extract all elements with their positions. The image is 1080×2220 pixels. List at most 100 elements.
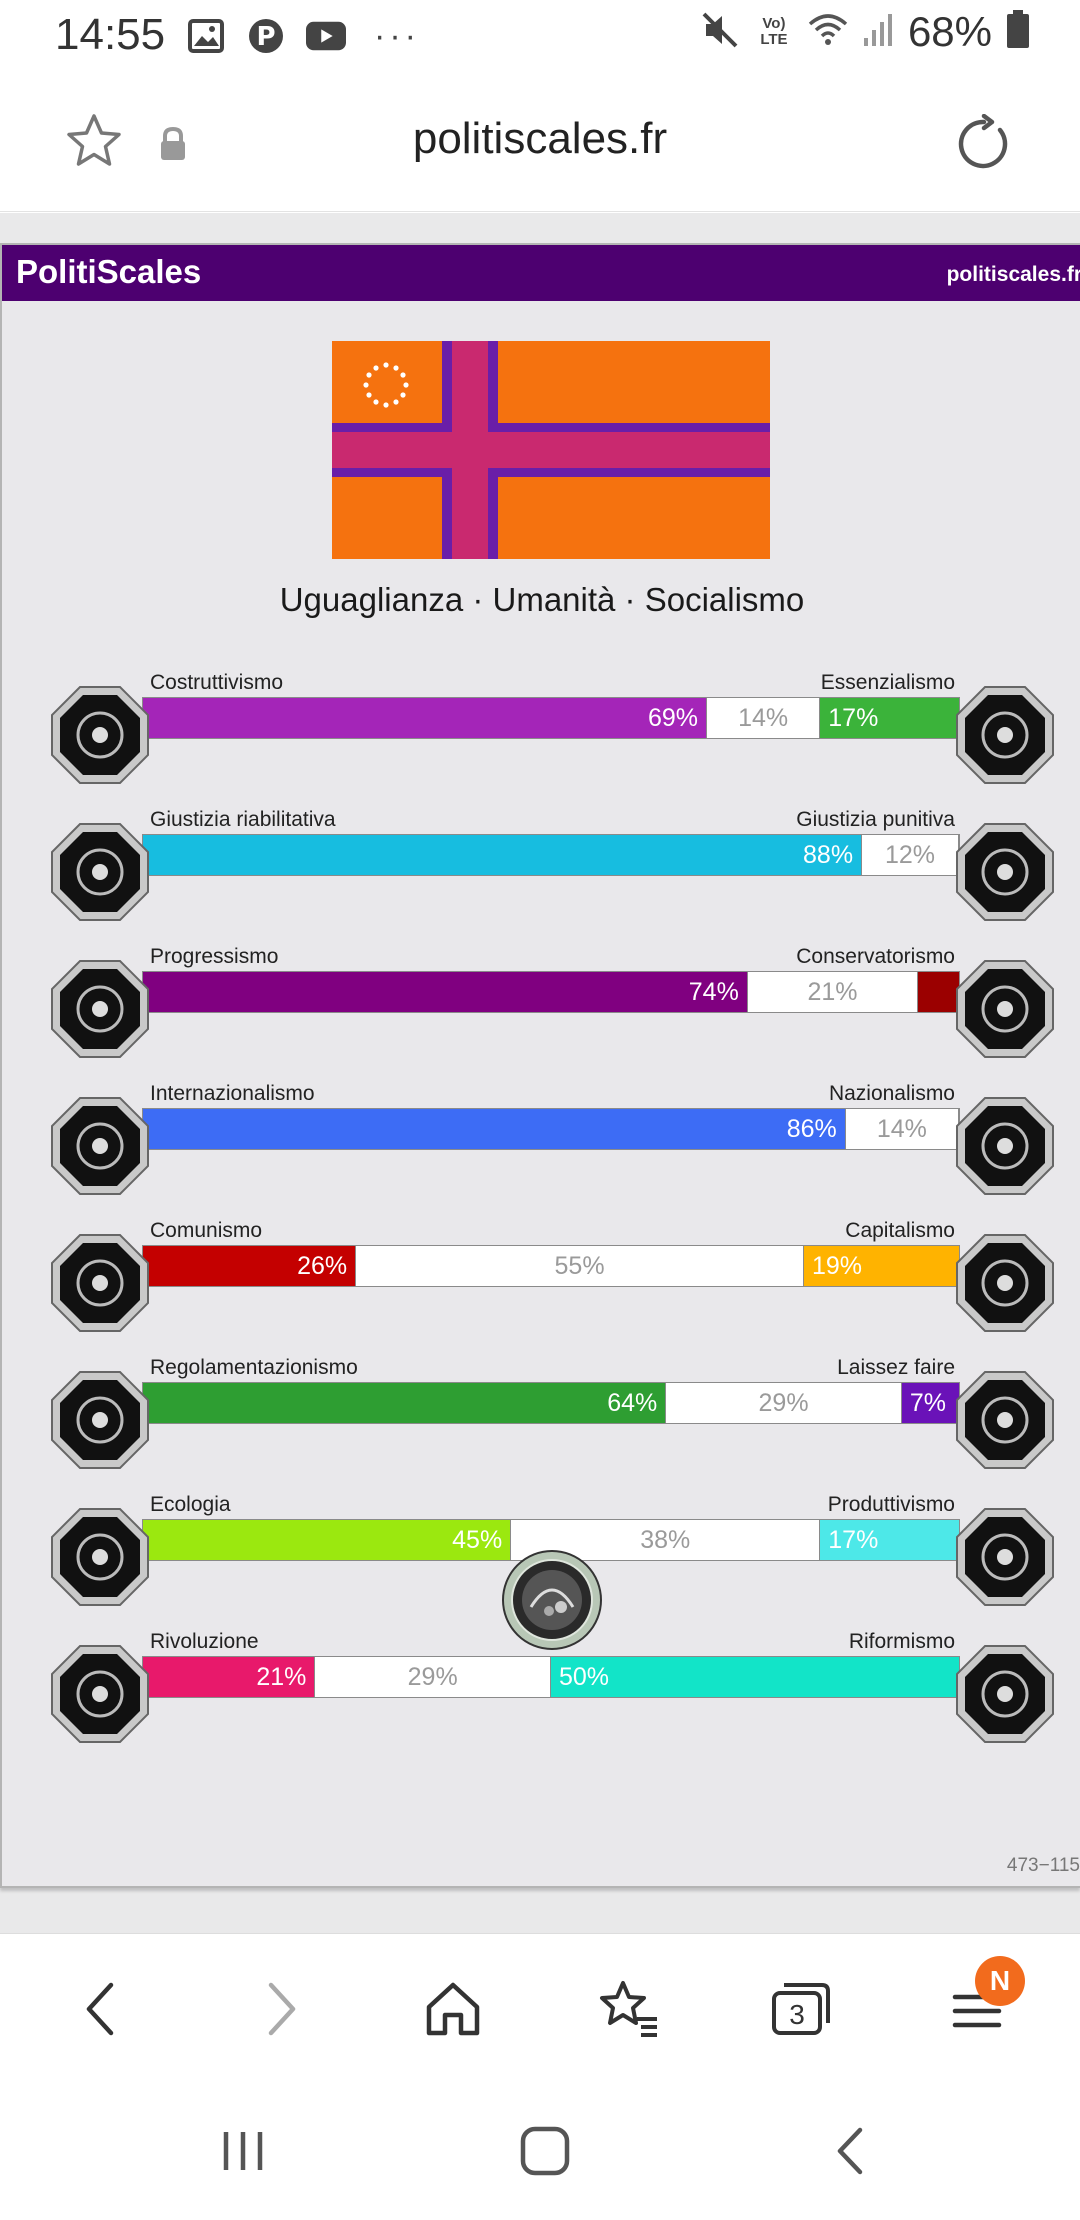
handshake-icon <box>50 822 150 922</box>
mute-icon <box>700 10 740 55</box>
axis-left-segment: 88% <box>143 835 862 875</box>
back-button[interactable] <box>66 1974 136 2044</box>
result-card: PolitiScales politiscales.fr Uguaglianza… <box>0 243 1080 1888</box>
more-notifications: ··· <box>374 16 420 55</box>
reload-icon[interactable] <box>954 113 1014 179</box>
axis-left-segment: 69% <box>143 698 707 738</box>
axis-right-segment: 50% <box>550 1657 959 1697</box>
axis-left-segment: 21% <box>143 1657 315 1697</box>
system-nav-bar <box>0 2080 1080 2220</box>
axis-neutral-segment: 29% <box>314 1657 551 1697</box>
svg-text:3: 3 <box>789 1999 805 2030</box>
axis-neutral-segment: 12% <box>861 835 959 875</box>
card-site: politiscales.fr <box>946 263 1080 286</box>
eye-icon <box>50 685 150 785</box>
browser-toolbar: 3 <box>0 1933 1080 2080</box>
rocket-hand-icon <box>50 959 150 1059</box>
axis-right-label: Produttivismo <box>827 1493 955 1516</box>
address-bar: politiscales.fr <box>0 72 1080 212</box>
hammer-sickle-icon <box>50 1233 150 1333</box>
ruler-icon <box>50 1370 150 1470</box>
slogan: Uguaglianza · Umanità · Socialismo <box>279 581 805 618</box>
card-title: PolitiScales <box>16 253 202 290</box>
axis-row: Costruttivismo Essenzialismo 69% 14% 17% <box>2 671 1080 791</box>
axis-right-label: Essenzialismo <box>820 671 955 694</box>
axis-right-segment <box>918 972 959 1012</box>
axis-row: Progressismo Conservatorismo 74% 21% <box>2 945 1080 1065</box>
axis-left-label: Progressismo <box>150 945 279 968</box>
volte-icon: Vo) LTE <box>760 15 788 48</box>
axis-left-segment: 45% <box>143 1520 511 1560</box>
axis-bar: 86% 14% <box>142 1108 960 1150</box>
money-bag-icon <box>955 1233 1055 1333</box>
pinterest-icon: P <box>246 16 286 56</box>
axis-neutral-segment: 14% <box>706 698 821 738</box>
axis-left-label: Costruttivismo <box>150 671 284 694</box>
flag-icon <box>955 1096 1055 1196</box>
butterfly-icon <box>955 1370 1055 1470</box>
svg-text:P: P <box>256 22 275 52</box>
axis-right-label: Nazionalismo <box>828 1082 955 1105</box>
bookmarks-button[interactable] <box>594 1974 664 2044</box>
axis-left-segment: 26% <box>143 1246 356 1286</box>
bookmark-star-icon[interactable] <box>64 112 124 175</box>
politiscales-seal-icon <box>501 1549 603 1651</box>
axis-left-segment: 86% <box>143 1109 845 1149</box>
generated-flag <box>332 341 770 559</box>
back-nav-button[interactable] <box>830 2124 870 2183</box>
axis-neutral-segment: 14% <box>844 1109 959 1149</box>
axis-right-segment: 17% <box>820 698 959 738</box>
axis-bar: 64% 29% 7% <box>142 1382 960 1424</box>
wifi-icon <box>808 12 848 53</box>
axis-row: Comunismo Capitalismo 26% 55% 19% <box>2 1219 1080 1339</box>
plant-icon <box>50 1507 150 1607</box>
globe-icon <box>50 1096 150 1196</box>
battery-icon <box>1006 9 1030 55</box>
axis-right-segment: 19% <box>803 1246 959 1286</box>
axis-right-label: Riformismo <box>848 1630 955 1653</box>
tabs-button[interactable]: 3 <box>766 1974 836 2044</box>
gallery-icon <box>186 16 226 56</box>
axis-left-label: Rivoluzione <box>150 1630 259 1653</box>
parliament-icon <box>955 1644 1055 1744</box>
clock: 14:55 <box>55 10 166 59</box>
axis-left-segment: 74% <box>143 972 747 1012</box>
signal-icon <box>862 12 894 53</box>
axis-right-label: Giustizia punitiva <box>796 808 955 831</box>
battery-percent: 68% <box>907 8 992 55</box>
factory-icon <box>955 1507 1055 1607</box>
home-nav-button[interactable] <box>518 2124 572 2183</box>
recents-button[interactable] <box>218 2126 268 2181</box>
axis-left-label: Ecologia <box>150 1493 231 1516</box>
axis-bar: 74% 21% <box>142 971 960 1013</box>
web-content: PolitiScales politiscales.fr Uguaglianza… <box>0 213 1080 1933</box>
axis-neutral-segment: 29% <box>665 1383 902 1423</box>
axis-neutral-segment: 55% <box>355 1246 804 1286</box>
flower-icon <box>955 685 1055 785</box>
axis-left-label: Regolamentazionismo <box>150 1356 358 1379</box>
url-field[interactable]: politiscales.fr <box>412 114 668 163</box>
axis-row: Regolamentazionismo Laissez faire 64% 29% 7% <box>2 1356 1080 1476</box>
status-bar: 14:55 P ··· Vo) LTE 68% <box>0 0 1080 72</box>
forward-button[interactable] <box>246 1974 316 2044</box>
quill-icon <box>955 959 1055 1059</box>
result-code: 473−115 <box>1006 1855 1080 1876</box>
axis-bar: 69% 14% 17% <box>142 697 960 739</box>
fist-icon <box>50 1644 150 1744</box>
lock-icon[interactable] <box>158 126 188 167</box>
home-button[interactable] <box>418 1974 488 2044</box>
axis-row: Rivoluzione Riformismo 21% 29% 50% <box>2 1630 1080 1750</box>
axis-right-label: Laissez faire <box>837 1356 955 1379</box>
axis-row: Internazionalismo Nazionalismo 86% 14% <box>2 1082 1080 1202</box>
axis-left-label: Internazionalismo <box>150 1082 315 1105</box>
axis-right-label: Capitalismo <box>845 1219 955 1242</box>
axis-right-label: Conservatorismo <box>796 945 955 968</box>
notification-badge: N <box>975 1956 1025 2006</box>
axis-neutral-segment: 38% <box>510 1520 821 1560</box>
youtube-icon <box>306 16 346 56</box>
axis-left-segment: 64% <box>143 1383 666 1423</box>
prison-bars-icon <box>955 822 1055 922</box>
axis-row: Giustizia riabilitativa Giustizia punitiv… <box>2 808 1080 928</box>
card-header: PolitiScales politiscales.fr <box>2 245 1080 301</box>
axis-right-segment: 7% <box>901 1383 959 1423</box>
